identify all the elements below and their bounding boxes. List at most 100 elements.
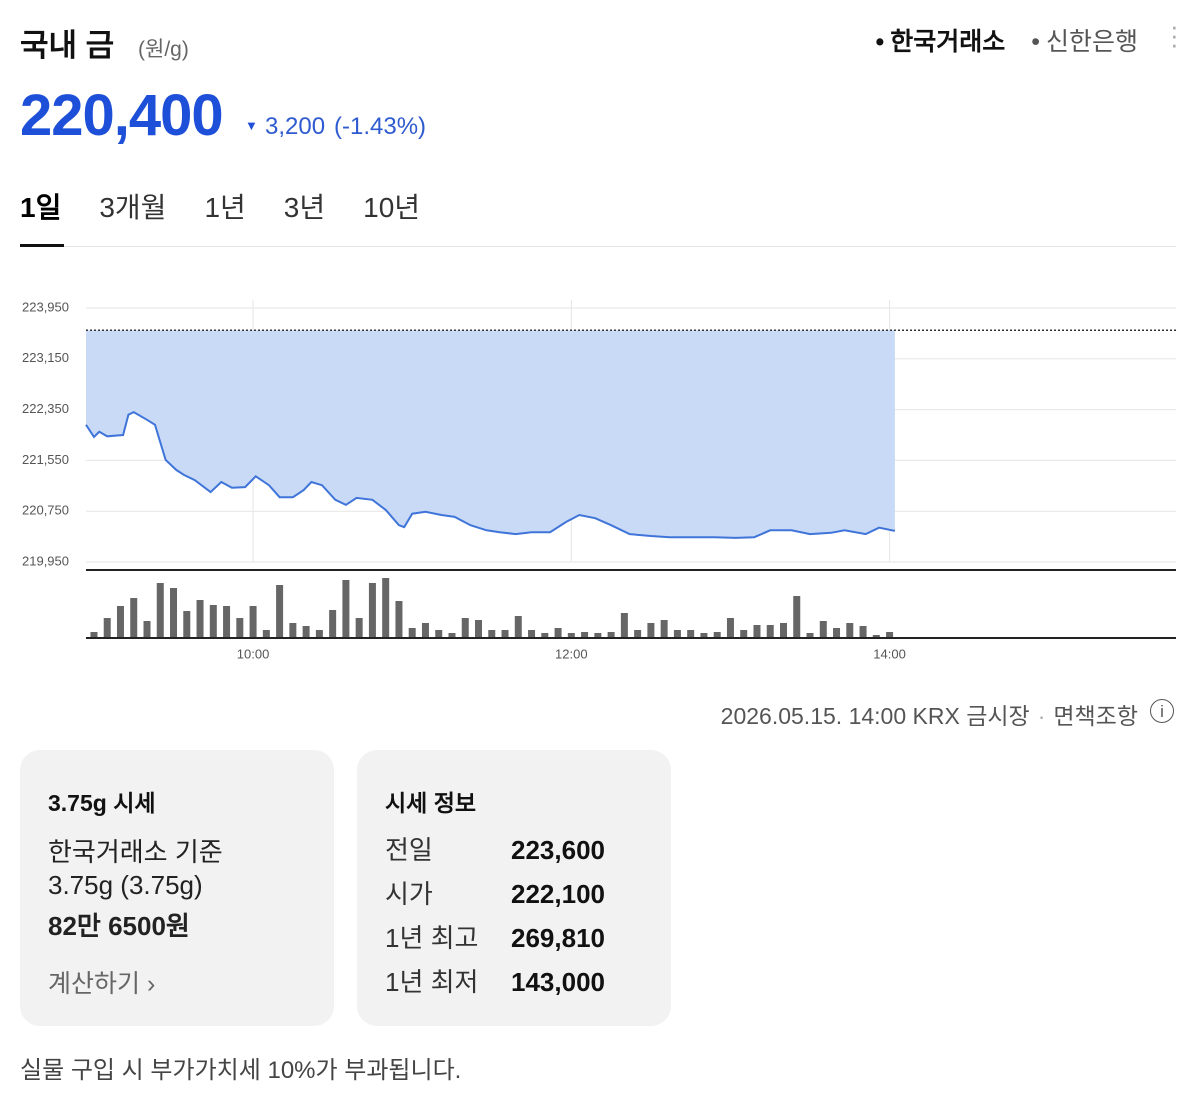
volume-bar	[713, 632, 721, 638]
volume-bar	[634, 630, 642, 638]
volume-bar	[461, 618, 469, 638]
volume-bar	[620, 613, 628, 638]
info-label: 시가	[385, 879, 433, 909]
volume-bar	[183, 611, 191, 638]
volume-bar	[262, 630, 270, 638]
more-menu[interactable]: · · ·	[1170, 11, 1179, 59]
info-row: 1년 최고 269,810	[385, 918, 605, 955]
source-tabs: 한국거래소 신한은행	[849, 22, 1138, 58]
y-tick-label: 222,350	[22, 401, 69, 416]
volume-bar	[793, 596, 801, 638]
volume-bar	[90, 632, 98, 638]
volume-bar	[554, 628, 562, 638]
separator: ·	[1037, 703, 1046, 729]
volume-bar	[488, 630, 496, 638]
x-tick-label: 14:00	[873, 646, 906, 661]
info-row: 전일 223,600	[385, 830, 605, 867]
note: 실물 구입 시 부가가치세 10%가 부과됩니다.	[20, 1057, 462, 1084]
volume-bar	[249, 606, 257, 638]
calc-link[interactable]: 계산하기 ›	[48, 970, 156, 998]
volume-bar	[541, 633, 549, 638]
volume-bar	[355, 618, 363, 638]
volume-bar	[740, 630, 748, 638]
period-tab[interactable]: 1일	[20, 192, 62, 223]
volume-bar	[329, 610, 337, 638]
volume-bar	[647, 623, 655, 638]
volume-bar	[673, 630, 681, 638]
volume-bar	[514, 616, 522, 638]
volume-bar	[315, 630, 323, 638]
calc-link-text[interactable]: 계산하기	[48, 970, 141, 998]
tab-divider	[20, 246, 1176, 247]
volume-bar	[395, 601, 403, 638]
title: 국내 금	[20, 28, 115, 63]
period-tab[interactable]: 1년	[204, 192, 246, 223]
card-line: 한국거래소 기준	[48, 837, 223, 867]
volume-bar	[130, 598, 138, 638]
volume-bar	[567, 633, 575, 638]
volume-bar	[342, 580, 350, 638]
volume-bar	[594, 633, 602, 638]
card-title: 3.75g 시세	[48, 790, 156, 816]
volume-bar	[103, 618, 111, 638]
volume-bar	[581, 632, 589, 638]
volume-bar	[408, 628, 416, 638]
volume-bar	[819, 621, 827, 638]
volume-bar	[448, 633, 456, 638]
info-label: 전일	[385, 835, 433, 865]
volume-bar	[382, 578, 390, 638]
volume-bar	[421, 623, 429, 638]
info-label: 1년 최고	[385, 923, 479, 953]
source-tab[interactable]: 한국거래소	[875, 22, 1005, 58]
volume-bar	[116, 606, 124, 638]
info-value: 269,810	[511, 923, 605, 953]
tab-indicator	[20, 244, 64, 247]
line	[85, 410, 896, 539]
y-tick-label: 223,950	[22, 299, 69, 314]
volume-bar	[766, 625, 774, 638]
card-line: 3.75g (3.75g)	[48, 870, 203, 900]
info-card: 시세 정보 전일 223,600 시가 222,100 1년 최고 269,810 1년 최…	[357, 750, 671, 1026]
x-tick-label: 12:00	[555, 646, 588, 661]
card-amount: 82만 6500원	[48, 911, 190, 941]
volume-bar	[859, 626, 867, 638]
volume-bar	[726, 618, 734, 638]
period-tab[interactable]: 3개월	[99, 192, 167, 223]
source-tab[interactable]: 신한은행	[1031, 22, 1138, 58]
volume-bar	[236, 618, 244, 638]
volume-bar	[435, 630, 443, 638]
volume-bar	[475, 620, 483, 638]
unit: (원/g)	[138, 38, 189, 61]
volume-bar	[368, 583, 376, 638]
volume-bar	[289, 623, 297, 638]
volume-bar	[223, 606, 231, 638]
y-tick-label: 219,950	[22, 553, 69, 568]
period-tabs: 1일 3개월 1년 3년 10년	[20, 186, 420, 226]
footer: 2026.05.15. 14:00 KRX 금시장 · 면책조항	[721, 697, 1138, 731]
period-tab[interactable]: 3년	[283, 192, 326, 223]
info-icon[interactable]: i	[1150, 699, 1174, 723]
volume-bar	[302, 626, 310, 638]
volume-bar	[209, 605, 217, 638]
volume-bar	[687, 630, 695, 638]
volume-bar	[143, 621, 151, 638]
volume-bar	[156, 583, 164, 638]
x-tick-label: 10:00	[237, 646, 270, 661]
info-value: 143,000	[511, 967, 605, 997]
volume-bar	[501, 630, 509, 638]
info-label: 1년 최저	[385, 967, 479, 997]
volume-bar	[779, 623, 787, 638]
change: 3,200	[265, 113, 326, 140]
info-value: 223,600	[511, 835, 605, 865]
area	[86, 330, 895, 538]
volume-bar	[872, 635, 880, 638]
period-tab[interactable]: 10년	[363, 192, 421, 223]
disclaimer[interactable]: 면책조항	[1053, 703, 1138, 729]
y-tick-label: 221,550	[22, 452, 69, 467]
volume-bar	[806, 633, 814, 638]
volume-bar	[170, 588, 178, 638]
info-title: 시세 정보	[385, 790, 477, 816]
volume-bar	[276, 585, 284, 638]
gram-card: 3.75g 시세 한국거래소 기준 3.75g (3.75g) 82만 6500…	[20, 750, 334, 1026]
